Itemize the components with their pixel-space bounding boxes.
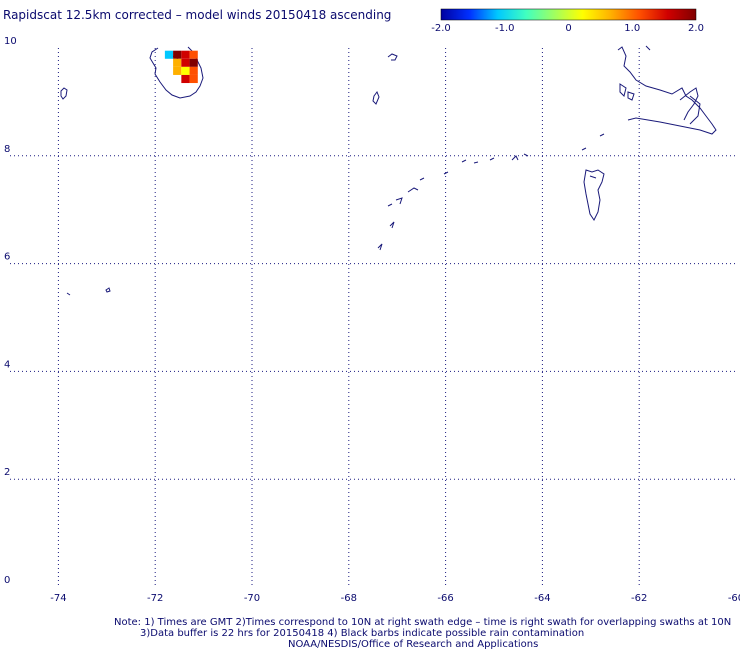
longitude-tick-label: -64 bbox=[534, 593, 550, 604]
longitude-tick-label: -74 bbox=[50, 593, 66, 604]
latitude-tick-label: 6 bbox=[4, 252, 10, 263]
wind-cell bbox=[189, 58, 198, 67]
note-line-2: 3)Data buffer is 22 hrs for 20150418 4) … bbox=[140, 628, 584, 639]
coastlines bbox=[60, 45, 717, 296]
longitude-tick-label: -72 bbox=[147, 593, 163, 604]
wind-cell bbox=[173, 66, 182, 75]
longitude-tick-label: -70 bbox=[244, 593, 260, 604]
wind-cell bbox=[173, 50, 182, 59]
wind-cell bbox=[164, 50, 174, 59]
latitude-tick-label: 8 bbox=[4, 144, 10, 155]
longitude-labels: -74 -72 -70 -68 -66 -64 -62 -60 bbox=[50, 593, 740, 604]
wind-cell bbox=[181, 58, 190, 67]
latitude-tick-label: 2 bbox=[4, 467, 10, 478]
latitude-tick-label: 10 bbox=[4, 36, 17, 47]
colorbar-tick-label: 1.0 bbox=[624, 23, 640, 34]
coastline-east bbox=[581, 45, 717, 151]
latitude-tick-label: 4 bbox=[4, 359, 10, 370]
coastline-mark-1 bbox=[66, 292, 71, 296]
wind-cell bbox=[173, 58, 182, 67]
longitude-tick-label: -62 bbox=[631, 593, 647, 604]
colorbar-tick-label: -2.0 bbox=[431, 23, 451, 34]
colorbar-gradient bbox=[440, 8, 697, 21]
coastline-island-center bbox=[387, 53, 398, 61]
wind-cell bbox=[189, 66, 198, 75]
lat-lon-grid bbox=[10, 48, 736, 587]
coastline-island-west bbox=[60, 87, 68, 100]
note-line-3: NOAA/NESDIS/Office of Research and Appli… bbox=[288, 639, 538, 650]
longitude-tick-label: -60 bbox=[728, 593, 740, 604]
map-title: Rapidscat 12.5km corrected – model winds… bbox=[3, 8, 391, 22]
note-line-1: Note: 1) Times are GMT 2)Times correspon… bbox=[114, 617, 731, 628]
wind-cell bbox=[181, 74, 190, 84]
wind-cells bbox=[164, 50, 198, 84]
latitude-tick-label: 0 bbox=[4, 575, 10, 586]
longitude-tick-label: -66 bbox=[437, 593, 453, 604]
wind-cell bbox=[189, 74, 198, 84]
coastline-mark-2 bbox=[105, 287, 111, 293]
colorbar-tick-label: 0 bbox=[565, 23, 571, 34]
wind-cell bbox=[189, 50, 198, 59]
longitude-tick-label: -68 bbox=[341, 593, 357, 604]
colorbar: -2.0 -1.0 0 1.0 2.0 bbox=[431, 8, 704, 34]
colorbar-ticks: -2.0 -1.0 0 1.0 2.0 bbox=[431, 23, 704, 34]
coastline-trinidad bbox=[583, 169, 605, 221]
colorbar-tick-label: 2.0 bbox=[688, 23, 704, 34]
wind-cell bbox=[181, 50, 190, 59]
footnotes: Note: 1) Times are GMT 2)Times correspon… bbox=[114, 617, 731, 650]
wind-cell bbox=[181, 66, 190, 75]
latitude-labels: 10 8 6 4 2 0 bbox=[4, 36, 17, 586]
coastline-islets bbox=[377, 153, 529, 251]
colorbar-tick-label: -1.0 bbox=[495, 23, 515, 34]
coastline-island-2 bbox=[372, 90, 380, 105]
